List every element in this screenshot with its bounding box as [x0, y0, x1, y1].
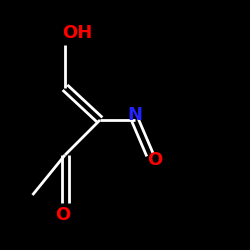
- Text: O: O: [55, 206, 70, 224]
- Text: OH: OH: [62, 24, 93, 42]
- Text: O: O: [148, 151, 162, 169]
- Text: N: N: [128, 106, 142, 124]
